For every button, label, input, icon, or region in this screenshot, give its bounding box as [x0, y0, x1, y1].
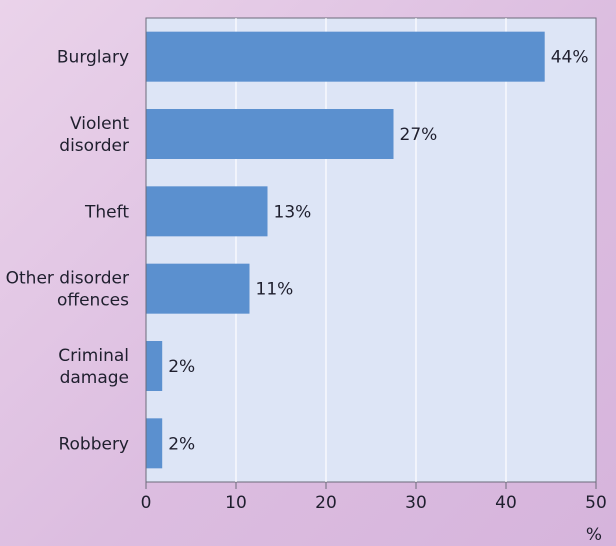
category-label: Violent — [70, 114, 129, 134]
x-tick-label: 40 — [495, 493, 517, 513]
bars — [146, 31, 545, 469]
category-label: Burglary — [57, 48, 129, 68]
bar — [146, 31, 545, 82]
bar — [146, 418, 163, 469]
data-label: 44% — [551, 48, 589, 68]
bar — [146, 263, 250, 314]
category-label: damage — [60, 368, 129, 388]
x-tick-label: 0 — [141, 493, 152, 513]
data-label: 2% — [168, 434, 195, 454]
category-label: Other disorder — [6, 269, 129, 289]
bar — [146, 341, 163, 391]
data-label: 11% — [256, 280, 294, 300]
bar — [146, 186, 268, 237]
plot-area — [145, 17, 597, 483]
x-tick-label: 10 — [225, 493, 247, 513]
category-label: Criminal — [58, 346, 129, 366]
category-label: Theft — [84, 202, 129, 222]
data-label: 13% — [274, 202, 312, 222]
x-tick-label: 50 — [585, 493, 607, 513]
x-axis-ticks: 0 10 20 30 40 50 — [141, 482, 607, 513]
category-label: offences — [57, 291, 129, 311]
gridlines — [235, 18, 507, 482]
data-label: 2% — [168, 357, 195, 377]
data-labels: 44% 27% 13% 11% 2% 2% — [168, 48, 588, 455]
x-tick-label: 20 — [315, 493, 337, 513]
bar — [146, 109, 394, 159]
data-label: 27% — [400, 125, 438, 145]
category-label: disorder — [59, 136, 129, 156]
x-axis-unit-label: % — [586, 525, 602, 545]
category-label: Robbery — [58, 434, 129, 454]
x-tick-label: 30 — [405, 493, 427, 513]
